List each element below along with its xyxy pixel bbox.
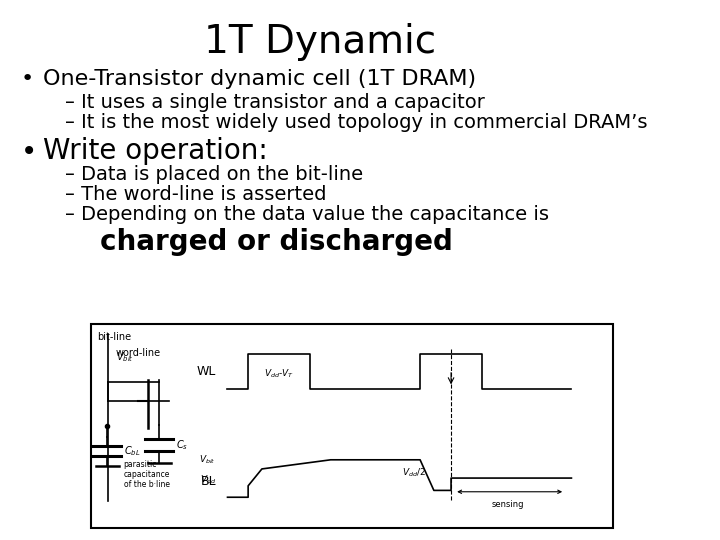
Text: – It uses a single transistor and a capacitor: – It uses a single transistor and a capa… <box>65 93 485 112</box>
Text: $C_{bL}$: $C_{bL}$ <box>124 444 140 458</box>
Text: charged or discharged: charged or discharged <box>100 228 453 256</box>
Text: – It is the most widely used topology in commercial DRAM’s: – It is the most widely used topology in… <box>65 113 647 132</box>
Text: One-Transistor dynamic cell (1T DRAM): One-Transistor dynamic cell (1T DRAM) <box>42 69 476 89</box>
Text: •: • <box>20 69 34 89</box>
Text: $V_{dd}$: $V_{dd}$ <box>199 474 216 486</box>
Text: •: • <box>20 138 37 166</box>
Text: $V_{dd}/2$: $V_{dd}/2$ <box>402 467 426 479</box>
Text: – Depending on the data value the capacitance is: – Depending on the data value the capaci… <box>65 205 549 224</box>
Text: $V_{bit}$: $V_{bit}$ <box>199 454 216 466</box>
Text: WL: WL <box>197 365 216 378</box>
Text: – Data is placed on the bit-line: – Data is placed on the bit-line <box>65 165 363 184</box>
Text: bit-line: bit-line <box>97 332 131 342</box>
Text: – The word-line is asserted: – The word-line is asserted <box>65 185 327 204</box>
Text: $V_{bit}$: $V_{bit}$ <box>116 350 134 364</box>
Text: sensing: sensing <box>492 500 524 509</box>
Text: word-line: word-line <box>116 348 161 358</box>
Text: $C_s$: $C_s$ <box>176 438 188 452</box>
Text: parasitic
capacitance
of the b·line: parasitic capacitance of the b·line <box>124 460 170 489</box>
Text: $V_{dd}$-$V_T$: $V_{dd}$-$V_T$ <box>264 367 294 380</box>
Text: BL: BL <box>200 475 216 488</box>
Text: Write operation:: Write operation: <box>42 137 268 165</box>
Text: 1T Dynamic: 1T Dynamic <box>204 23 436 61</box>
